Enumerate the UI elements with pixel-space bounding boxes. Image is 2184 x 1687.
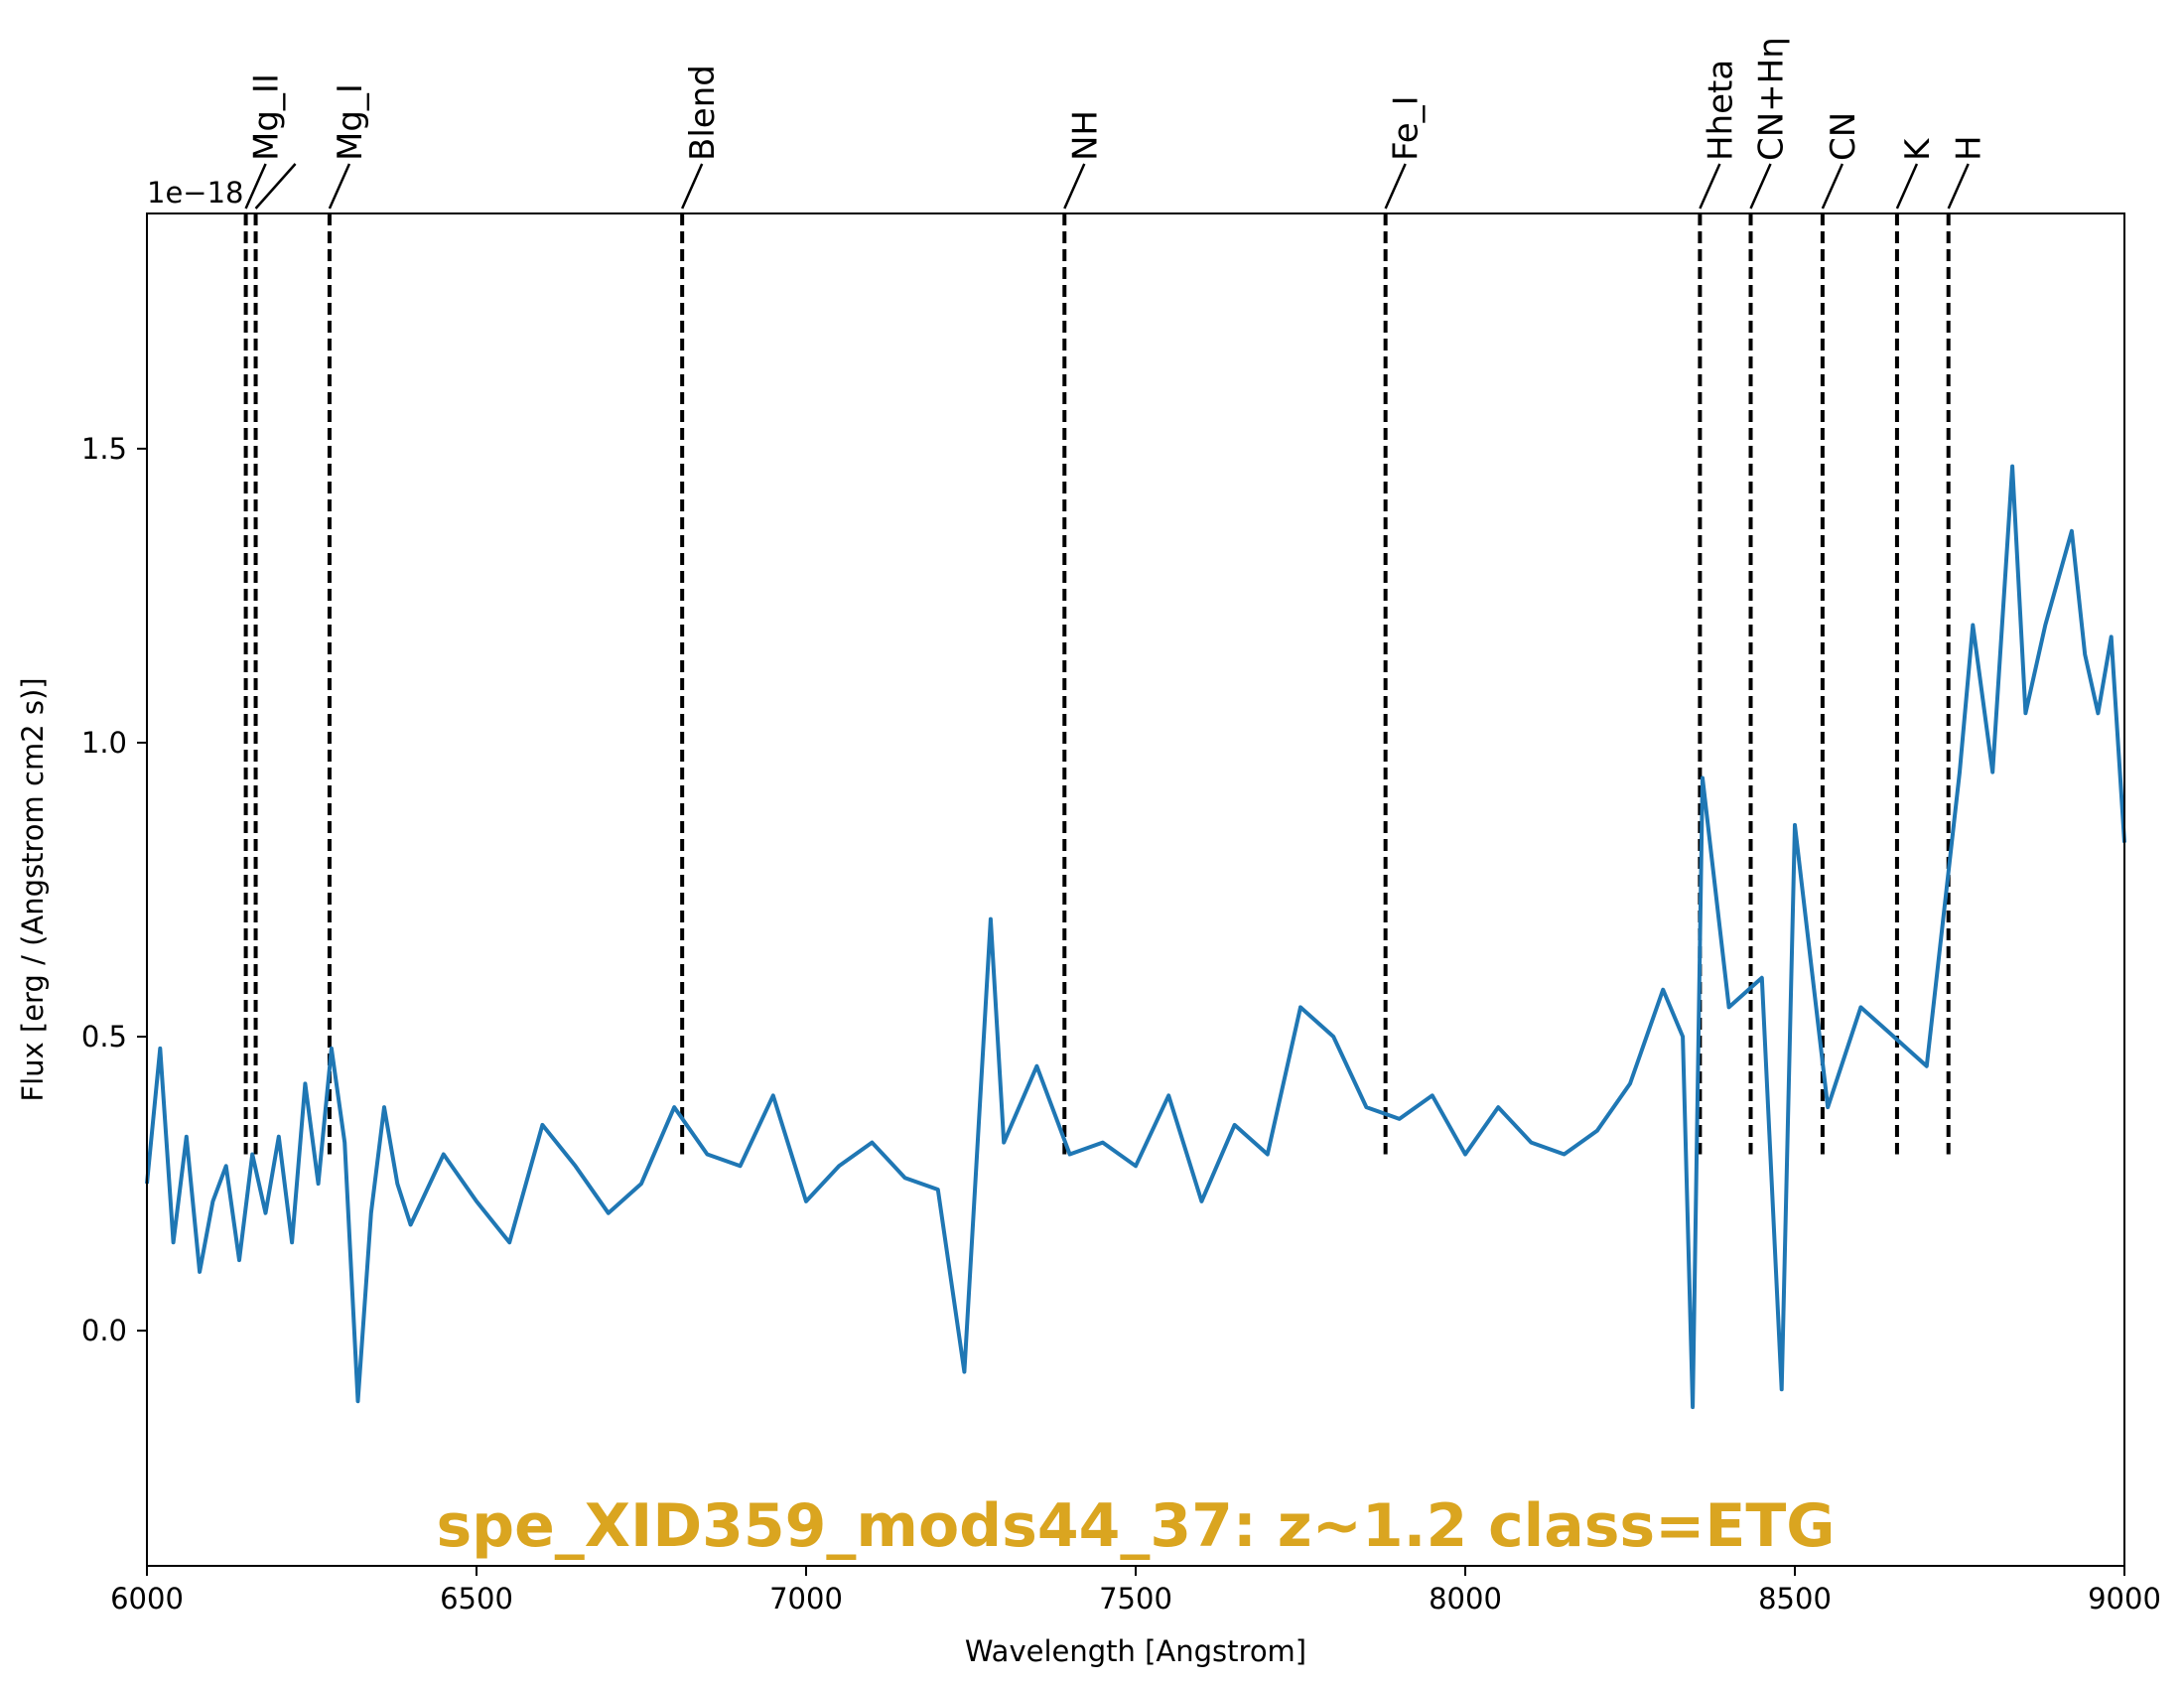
marker-label-4: NH bbox=[1065, 110, 1105, 161]
x-tick-label: 6500 bbox=[440, 1582, 513, 1616]
y-tick-label: 0.0 bbox=[81, 1314, 127, 1347]
x-tick-label: 8000 bbox=[1429, 1582, 1502, 1616]
marker-connector-6 bbox=[1699, 163, 1721, 210]
x-axis-label: Wavelength [Angstrom] bbox=[965, 1634, 1306, 1668]
marker-connector-1 bbox=[254, 163, 297, 210]
y-axis-label: Flux [erg / (Angstrom cm2 s)] bbox=[16, 677, 50, 1101]
marker-connector-9 bbox=[1895, 163, 1919, 210]
x-ticks: 6000 6500 7000 7500 8000 8500 9000 bbox=[110, 1566, 2161, 1616]
marker-lines-layer bbox=[243, 213, 1951, 1155]
y-offset-label: 1e−18 bbox=[147, 176, 244, 210]
y-tick-label: 1.5 bbox=[81, 432, 127, 466]
marker-label-9: K bbox=[1898, 137, 1938, 161]
marker-label-5: Fe_I bbox=[1387, 95, 1427, 161]
marker-connector-5 bbox=[1384, 163, 1407, 210]
marker-label-6: Hheta bbox=[1701, 60, 1740, 161]
marker-label-10: H bbox=[1950, 135, 1989, 161]
series-layer bbox=[145, 464, 2126, 1410]
marker-connector-3 bbox=[681, 163, 704, 210]
marker-connector-2 bbox=[328, 163, 351, 210]
x-tick-label: 9000 bbox=[2088, 1582, 2161, 1616]
chart-title: spe_XID359_mods44_37: z~1.2 class=ETG bbox=[436, 1491, 1835, 1561]
marker-label-7: CN+Hη bbox=[1752, 37, 1792, 161]
marker-label-8: CN bbox=[1824, 112, 1863, 161]
plot-frame bbox=[146, 212, 2125, 1567]
marker-connector-8 bbox=[1821, 163, 1844, 210]
marker-connector-10 bbox=[1947, 163, 1970, 210]
x-tick-label: 6000 bbox=[110, 1582, 184, 1616]
x-tick-label: 7500 bbox=[1099, 1582, 1172, 1616]
marker-label-0: Mg_II bbox=[247, 73, 287, 161]
x-tick-label: 8500 bbox=[1758, 1582, 1832, 1616]
marker-connector-0 bbox=[244, 163, 267, 210]
marker-connector-7 bbox=[1749, 163, 1772, 210]
series-line-0 bbox=[145, 464, 2126, 1410]
y-tick-label: 1.0 bbox=[81, 726, 127, 760]
y-tick-label: 0.5 bbox=[81, 1020, 127, 1054]
x-tick-label: 7000 bbox=[769, 1582, 843, 1616]
marker-connector-4 bbox=[1063, 163, 1086, 210]
marker-label-2: Mg_I bbox=[331, 83, 370, 161]
marker-labels-layer: Mg_II Mg_I Blend NH Fe_I Hheta CN+Hη CN K H bbox=[244, 37, 1989, 210]
marker-label-3: Blend bbox=[683, 65, 723, 161]
y-ticks: 0.0 0.5 1.0 1.5 bbox=[81, 432, 147, 1347]
